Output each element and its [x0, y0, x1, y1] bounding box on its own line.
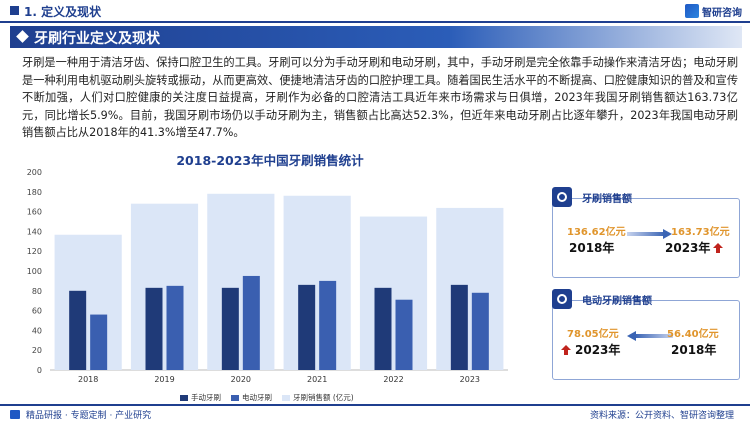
bar-manual [145, 287, 163, 370]
bar-electric [242, 275, 260, 370]
right-arrow-icon [627, 229, 673, 239]
y-tick-label: 60 [32, 307, 42, 316]
bar-manual [221, 287, 239, 370]
right-year: 2018年 [671, 343, 717, 357]
legend-item-manual: 手动牙刷 [180, 392, 221, 403]
panel-head: 牙刷销售额 [552, 186, 632, 208]
sales-bar-chart: 0 20 40 60 80 100 120 140 160 180 200 2018 2019 2020 2… [27, 168, 508, 384]
bar-total [54, 234, 122, 370]
y-tick-label: 180 [27, 188, 42, 197]
bar-electric [319, 280, 337, 370]
legend-swatch [282, 394, 290, 401]
toothbrush-icon [552, 187, 572, 207]
bar-total [436, 207, 504, 370]
bar-total [207, 193, 275, 370]
electric-panel: 78.05亿元 2023年 56.40亿元 2018年 电动牙刷销售额 [552, 288, 740, 382]
bar-manual [450, 284, 468, 370]
legend-label: 电动牙刷 [242, 393, 272, 402]
panel-title: 牙刷销售额 [582, 193, 632, 205]
bar-electric [166, 285, 184, 370]
footer-source: 资料来源：公开资料、智研咨询整理 [589, 411, 734, 421]
legend-item-total: 牙刷销售额 (亿元) [282, 392, 354, 403]
chart-title: 2018-2023年中国牙刷销售统计 [176, 153, 364, 168]
section-square-icon [10, 6, 19, 15]
up-arrow-icon [561, 345, 571, 355]
bar-electric [395, 299, 413, 370]
bar-manual [69, 290, 87, 370]
bar-manual [374, 287, 392, 370]
bar-total [359, 216, 428, 370]
brand-logo[interactable]: 智研咨询 [685, 3, 742, 19]
from-year: 2018年 [569, 241, 615, 255]
right-value: 56.40亿元 [667, 329, 719, 340]
to-value: 163.73亿元 [671, 227, 730, 238]
y-tick-label: 120 [27, 247, 42, 256]
x-tick-label: 2021 [307, 375, 327, 384]
y-tick-label: 100 [27, 267, 42, 276]
sales-panel: 136.62亿元 2018年 163.73亿元 2023年 牙刷销售额 [552, 186, 740, 280]
x-tick-label: 2018 [78, 375, 98, 384]
panel-box: 136.62亿元 2018年 163.73亿元 2023年 [552, 198, 740, 278]
y-tick-label: 160 [27, 208, 42, 217]
x-tick-label: 2019 [154, 375, 174, 384]
bar-total [130, 203, 199, 370]
intro-paragraph: 牙刷是一种用于清洁牙齿、保持口腔卫生的工具。牙刷可以分为手动牙刷和电动牙刷，其中… [22, 56, 739, 139]
book-icon [10, 410, 20, 419]
up-arrow-icon [713, 243, 723, 253]
legend-item-electric: 电动牙刷 [231, 392, 272, 403]
legend-label: 牙刷销售额 (亿元) [293, 393, 354, 402]
panel-title: 电动牙刷销售额 [582, 295, 652, 307]
logo-icon [685, 4, 699, 18]
chart-legend: 手动牙刷 电动牙刷 牙刷销售额 (亿元) [180, 392, 354, 403]
bar-total [283, 195, 351, 370]
brand-name: 智研咨询 [702, 7, 742, 19]
from-value: 136.62亿元 [567, 227, 626, 238]
x-tick-label: 2023 [460, 375, 480, 384]
bar-manual [298, 284, 316, 370]
left-value: 78.05亿元 [567, 329, 619, 340]
to-year: 2023年 [665, 241, 711, 255]
header-rule [0, 21, 750, 23]
y-tick-label: 140 [27, 227, 42, 236]
title-banner: 牙刷行业定义及现状 [10, 26, 742, 48]
electric-toothbrush-icon [552, 289, 572, 309]
x-tick-label: 2020 [231, 375, 251, 384]
legend-swatch [231, 394, 239, 401]
panel-head: 电动牙刷销售额 [552, 288, 652, 310]
panel-box: 78.05亿元 2023年 56.40亿元 2018年 [552, 300, 740, 380]
y-tick-label: 0 [37, 366, 42, 375]
diamond-icon [16, 30, 29, 43]
legend-label: 手动牙刷 [191, 393, 221, 402]
y-tick-label: 20 [32, 346, 42, 355]
top-bar: 1. 定义及现状 智研咨询 [0, 0, 750, 24]
bar-electric [90, 314, 108, 370]
legend-swatch [180, 394, 188, 401]
section-title: 1. 定义及现状 [24, 5, 102, 19]
x-tick-label: 2022 [383, 375, 403, 384]
left-arrow-icon [627, 331, 673, 341]
footer-tagline: 精品研报 · 专题定制 · 产业研究 [26, 411, 152, 421]
footer: 精品研报 · 专题定制 · 产业研究 资料来源：公开资料、智研咨询整理 [0, 404, 750, 422]
y-tick-label: 80 [32, 287, 42, 296]
bar-electric [471, 292, 489, 370]
left-year: 2023年 [575, 343, 621, 357]
y-tick-label: 200 [27, 168, 42, 177]
page-title: 牙刷行业定义及现状 [34, 31, 160, 47]
y-tick-label: 40 [32, 326, 42, 335]
